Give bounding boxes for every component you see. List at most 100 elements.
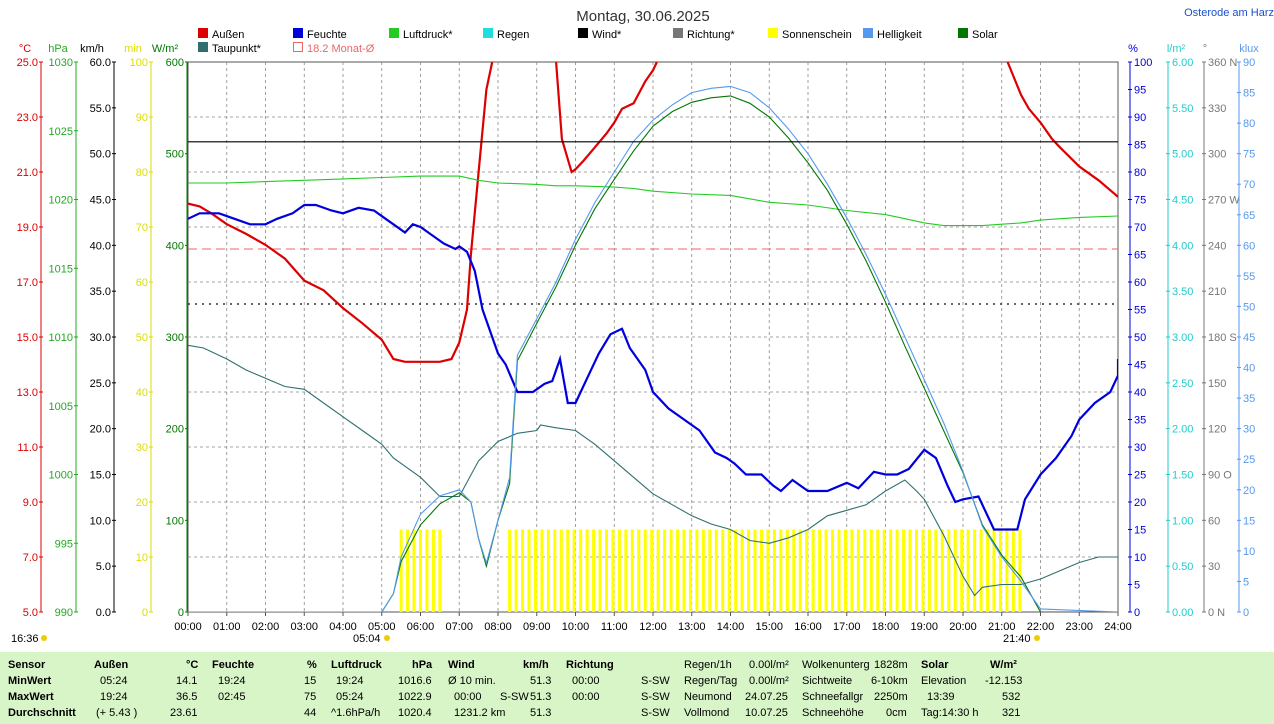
axis-tick-humidity: 70 bbox=[1134, 222, 1146, 234]
axis-tick-pressure: 1020 bbox=[49, 195, 73, 207]
axis-tick-solar: 300 bbox=[166, 332, 184, 344]
stats-neumond-val: 24.07.25 bbox=[745, 691, 788, 703]
axis-tick-sun_min: 0 bbox=[142, 607, 148, 619]
axis-tick-temp: 11.0 bbox=[17, 442, 38, 454]
series-line-feuchte bbox=[188, 203, 1118, 531]
legend-label: Richtung* bbox=[687, 29, 735, 41]
sunshine-bar bbox=[895, 529, 899, 612]
x-tick-label: 08:00 bbox=[484, 621, 512, 633]
axis-tick-sun_min: 60 bbox=[136, 277, 148, 289]
sunshine-bar bbox=[598, 529, 602, 612]
sunshine-bar bbox=[869, 529, 873, 612]
axis-tick-temp: 17.0 bbox=[17, 277, 38, 289]
sunshine-bar bbox=[643, 529, 647, 612]
stats-feuchte-max-val: 75 bbox=[304, 691, 317, 703]
sunshine-bar bbox=[682, 529, 686, 612]
chart-title: Montag, 30.06.2025 bbox=[576, 8, 709, 25]
axis-tick-lux: 25 bbox=[1243, 454, 1255, 466]
axis-tick-lux: 30 bbox=[1243, 424, 1255, 436]
sunshine-bar bbox=[747, 529, 751, 612]
axis-tick-lux: 60 bbox=[1243, 240, 1255, 252]
stats-wind-max-dir: S-SW bbox=[500, 691, 529, 703]
sunshine-bar bbox=[740, 529, 744, 612]
axis-tick-lux: 65 bbox=[1243, 210, 1255, 222]
axis-tick-humidity: 90 bbox=[1134, 112, 1146, 124]
axis-tick-humidity: 100 bbox=[1134, 57, 1152, 69]
series-line-luftdruck bbox=[188, 175, 1118, 227]
stats-elevation-val: -12.153 bbox=[985, 675, 1023, 687]
sunshine-bar bbox=[973, 529, 977, 612]
sunshine-bar bbox=[850, 529, 854, 612]
sunshine-bar bbox=[611, 529, 615, 612]
x-tick-label: 09:00 bbox=[523, 621, 551, 633]
sunshine-bar bbox=[572, 529, 576, 612]
sunshine-bar bbox=[701, 529, 705, 612]
axis-tick-lux: 70 bbox=[1243, 179, 1255, 191]
axis-tick-solar: 200 bbox=[166, 424, 184, 436]
axis-tick-wind: 55.0 bbox=[90, 103, 111, 115]
sunrise-time: 05:04 bbox=[353, 633, 381, 645]
stats-wind-distance: 1231.2 km bbox=[454, 707, 506, 719]
axis-tick-humidity: 75 bbox=[1134, 195, 1146, 207]
sunshine-bar bbox=[431, 529, 435, 612]
axis-tick-lux: 15 bbox=[1243, 515, 1255, 527]
stats-avg-label: Durchschnitt bbox=[8, 707, 76, 719]
x-tick-label: 02:00 bbox=[252, 621, 280, 633]
sunshine-bar bbox=[669, 529, 673, 612]
axis-tick-rain: 4.00 bbox=[1172, 240, 1193, 252]
legend-label: 18.2 Monat-Ø bbox=[307, 43, 375, 55]
x-tick-label: 16:00 bbox=[794, 621, 822, 633]
axis-tick-sun_min: 30 bbox=[136, 442, 148, 454]
sunshine-bar bbox=[559, 529, 563, 612]
axis-tick-solar: 0 bbox=[178, 607, 184, 619]
sunshine-bar bbox=[579, 529, 583, 612]
stats-wind-max-time: 00:00 bbox=[454, 691, 482, 703]
axis-tick-humidity: 65 bbox=[1134, 250, 1146, 262]
sunshine-bar bbox=[637, 529, 641, 612]
axis-tick-sun_min: 20 bbox=[136, 497, 148, 509]
axis-tick-sun_min: 10 bbox=[136, 552, 148, 564]
stats-wind-unit: km/h bbox=[523, 659, 549, 671]
x-tick-label: 00:00 bbox=[174, 621, 202, 633]
stats-sensor-head: Sensor bbox=[8, 659, 46, 671]
stats-richtung-avg-val: S-SW bbox=[641, 707, 670, 719]
stats-regen1h-label: Regen/1h bbox=[684, 659, 732, 671]
stats-solar-max-time: 13:39 bbox=[927, 691, 955, 703]
legend-label: Luftdruck* bbox=[403, 29, 453, 41]
now-sun-icon bbox=[41, 635, 47, 641]
sunshine-bar bbox=[695, 529, 699, 612]
legend-swatch bbox=[483, 28, 493, 38]
sunshine-bar bbox=[876, 529, 880, 612]
series-line-taupunkt bbox=[188, 344, 1118, 597]
x-tick-label: 14:00 bbox=[717, 621, 745, 633]
x-tick-label: 23:00 bbox=[1065, 621, 1093, 633]
legend-swatch bbox=[198, 42, 208, 52]
axis-tick-lux: 20 bbox=[1243, 485, 1255, 497]
axis-tick-rain: 2.00 bbox=[1172, 424, 1193, 436]
axis-tick-lux: 45 bbox=[1243, 332, 1255, 344]
sunshine-bar bbox=[514, 529, 518, 612]
stats-feuchte-unit: % bbox=[307, 659, 317, 671]
x-axis: 00:00 01:00 02:00 03:00 04:00 05:00 06:00 07:00… bbox=[174, 612, 1132, 633]
axis-tick-rain: 6.00 bbox=[1172, 57, 1193, 69]
sunshine-bar bbox=[688, 529, 692, 612]
x-tick-label: 11:00 bbox=[601, 621, 628, 633]
stats-richtung-max-val: S-SW bbox=[641, 691, 670, 703]
x-tick-label: 18:00 bbox=[872, 621, 900, 633]
axis-tick-direction: 150 bbox=[1208, 378, 1226, 390]
stats-daylength: Tag:14:30 h bbox=[921, 707, 979, 719]
axis-tick-humidity: 25 bbox=[1134, 470, 1146, 482]
sunshine-bar bbox=[856, 529, 860, 612]
axis-tick-wind: 20.0 bbox=[90, 424, 111, 436]
axis-tick-temp: 19.0 bbox=[17, 222, 38, 234]
stats-luftdruck-head: Luftdruck bbox=[331, 659, 382, 671]
sunshine-bar bbox=[818, 529, 822, 612]
axis-tick-rain: 2.50 bbox=[1172, 378, 1193, 390]
x-tick-label: 12:00 bbox=[639, 621, 667, 633]
sunshine-bar bbox=[676, 529, 680, 612]
sunshine-bar bbox=[992, 529, 996, 612]
sunshine-bar bbox=[934, 529, 938, 612]
axis-tick-wind: 60.0 bbox=[90, 57, 111, 69]
plot-area bbox=[187, 61, 1119, 613]
stats-regentag-label: Regen/Tag bbox=[684, 675, 738, 687]
